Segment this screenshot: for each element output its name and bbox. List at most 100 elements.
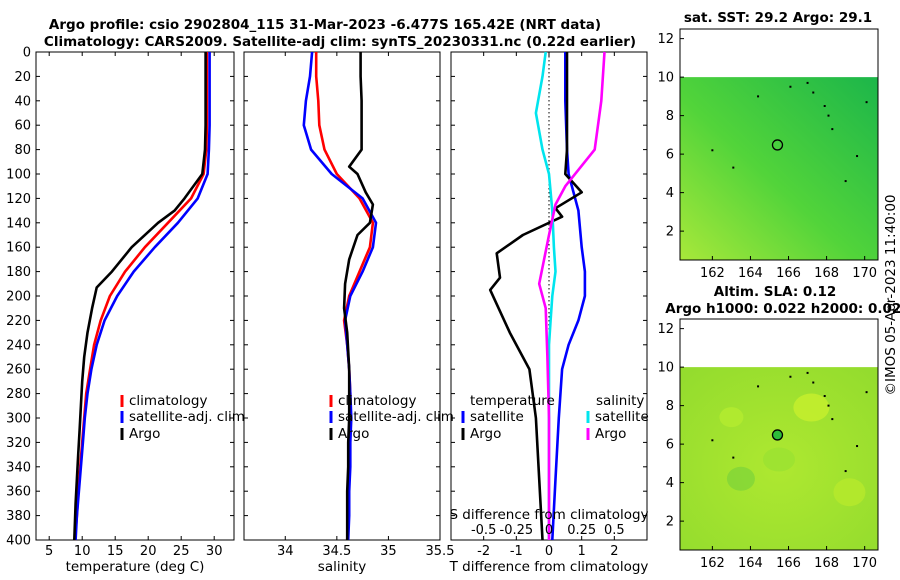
- island-marker: [789, 375, 792, 378]
- island-marker: [757, 95, 760, 98]
- x-tick-label: 5: [45, 544, 53, 559]
- y-tick-label: 60: [14, 119, 31, 134]
- series-t-satellite: [551, 52, 587, 541]
- x-tick-label: 15: [107, 544, 124, 559]
- sal-legend-argo: Argo: [338, 426, 369, 442]
- map-x-tick-label: 168: [814, 266, 839, 281]
- legend-header-salinity: salinity: [596, 393, 644, 409]
- legend-argo: Argo: [129, 426, 160, 442]
- y-tick-label: 280: [6, 387, 31, 402]
- salinity-axes: [243, 51, 441, 541]
- map-x-tick-label: 166: [776, 266, 801, 281]
- island-marker: [823, 395, 826, 397]
- map-y-tick-label: 6: [666, 438, 674, 453]
- series-argo: [342, 52, 375, 540]
- island-marker: [711, 439, 714, 442]
- island-marker: [856, 445, 859, 448]
- x-tick-label: 25: [173, 544, 190, 559]
- y-tick-label: 320: [6, 436, 31, 451]
- sla-anomaly-patch: [719, 407, 744, 428]
- island-marker: [812, 91, 815, 94]
- island-marker: [856, 155, 859, 158]
- y-tick-label: 0: [23, 46, 31, 61]
- island-marker: [812, 381, 815, 384]
- sla-map-title-1: Altim. SLA: 0.12: [714, 284, 836, 300]
- y-tick-label: 180: [6, 265, 31, 280]
- island-marker: [757, 385, 760, 388]
- map-x-tick-label: 162: [700, 266, 725, 281]
- y-tick-label: 200: [6, 290, 31, 305]
- salinity-xlabel: salinity: [318, 559, 366, 575]
- map-y-tick-label: 4: [666, 476, 674, 491]
- series-satellite-adj-clim: [74, 52, 211, 541]
- temperature-xlabel: temperature (deg C): [66, 559, 205, 575]
- sal-legend-climatology: climatology: [338, 393, 416, 409]
- top-tick-label: 0.5: [604, 523, 625, 538]
- sst-float-marker: [771, 139, 784, 151]
- salinity-legend: climatology satellite-adj. clim Argo: [329, 393, 454, 442]
- y-tick-label: 20: [14, 70, 31, 85]
- title-line-2: Climatology: CARS2009. Satellite-adj cli…: [44, 34, 636, 50]
- x-tick-label: 20: [140, 544, 157, 559]
- y-tick-label: 160: [6, 241, 31, 256]
- y-tick-label: 220: [6, 314, 31, 329]
- map-x-tick-label: 164: [738, 556, 763, 571]
- map-y-tick-label: 12: [657, 32, 674, 47]
- x-tick-label: 30: [206, 544, 223, 559]
- island-marker: [806, 81, 809, 84]
- top-tick-label: -0.5: [471, 523, 496, 538]
- sla-anomaly-patch: [793, 393, 830, 422]
- y-tick-label: 360: [6, 485, 31, 500]
- temperature-legend: climatology satellite-adj. clim Argo: [120, 393, 245, 442]
- salinity-panel: 34 34.5 35 35.5 salinity climatology satell…: [243, 51, 454, 575]
- y-tick-label: 340: [6, 460, 31, 475]
- island-marker: [831, 418, 834, 421]
- top-tick-label: 0: [545, 523, 553, 538]
- island-marker: [844, 180, 847, 183]
- sst-map-axes: [679, 28, 879, 261]
- island-marker: [844, 470, 847, 473]
- y-tick-label: 40: [14, 94, 31, 109]
- difference-top-label: S difference from climatology: [449, 507, 648, 523]
- series-t-argo: [488, 52, 584, 541]
- x-tick-label: 34: [277, 544, 294, 559]
- island-marker: [827, 114, 830, 117]
- island-marker: [806, 371, 809, 374]
- map-y-tick-label: 6: [666, 148, 674, 163]
- island-marker: [831, 128, 834, 131]
- series-s-satellite: [534, 51, 557, 540]
- sla-map-panel: Altim. SLA: 0.12 Argo h1000: 0.022 h2000…: [657, 284, 900, 571]
- map-y-tick-label: 2: [666, 515, 674, 530]
- difference-legend: temperature salinity satellite Argo sate…: [461, 393, 649, 442]
- imos-timestamp: ©IMOS 05-Apr-2023 11:40:00: [883, 194, 899, 395]
- x-tick-label: -2: [477, 544, 490, 559]
- sla-map-axes: [679, 318, 879, 551]
- sst-heatmap-field: [680, 77, 878, 260]
- series-argo: [73, 52, 207, 541]
- series-s-argo: [537, 51, 606, 540]
- difference-panel: -2 -1 0 1 2 T difference from climatology S …: [449, 51, 649, 575]
- map-y-tick-label: 8: [666, 399, 674, 414]
- island-marker: [732, 166, 735, 169]
- diff-legend-s-satellite: satellite: [595, 409, 649, 425]
- y-tick-label: 260: [6, 363, 31, 378]
- sla-map-title-2: Argo h1000: 0.022 h2000: 0.021: [665, 301, 900, 317]
- x-tick-label: -1: [510, 544, 523, 559]
- y-tick-label: 300: [6, 412, 31, 427]
- x-tick-label: 10: [74, 544, 91, 559]
- map-x-tick-label: 170: [852, 556, 877, 571]
- island-marker: [865, 391, 868, 394]
- y-tick-label: 140: [6, 216, 31, 231]
- sla-anomaly-patch: [833, 478, 866, 507]
- diff-legend-t-satellite: satellite: [470, 409, 524, 425]
- map-x-tick-label: 170: [852, 266, 877, 281]
- diff-legend-t-argo: Argo: [470, 426, 501, 442]
- map-x-tick-label: 166: [776, 556, 801, 571]
- y-tick-label: 100: [6, 168, 31, 183]
- island-marker: [732, 456, 735, 459]
- y-tick-label: 400: [6, 534, 31, 549]
- sla-float-marker: [771, 429, 784, 441]
- map-x-tick-label: 168: [814, 556, 839, 571]
- island-marker: [827, 404, 830, 407]
